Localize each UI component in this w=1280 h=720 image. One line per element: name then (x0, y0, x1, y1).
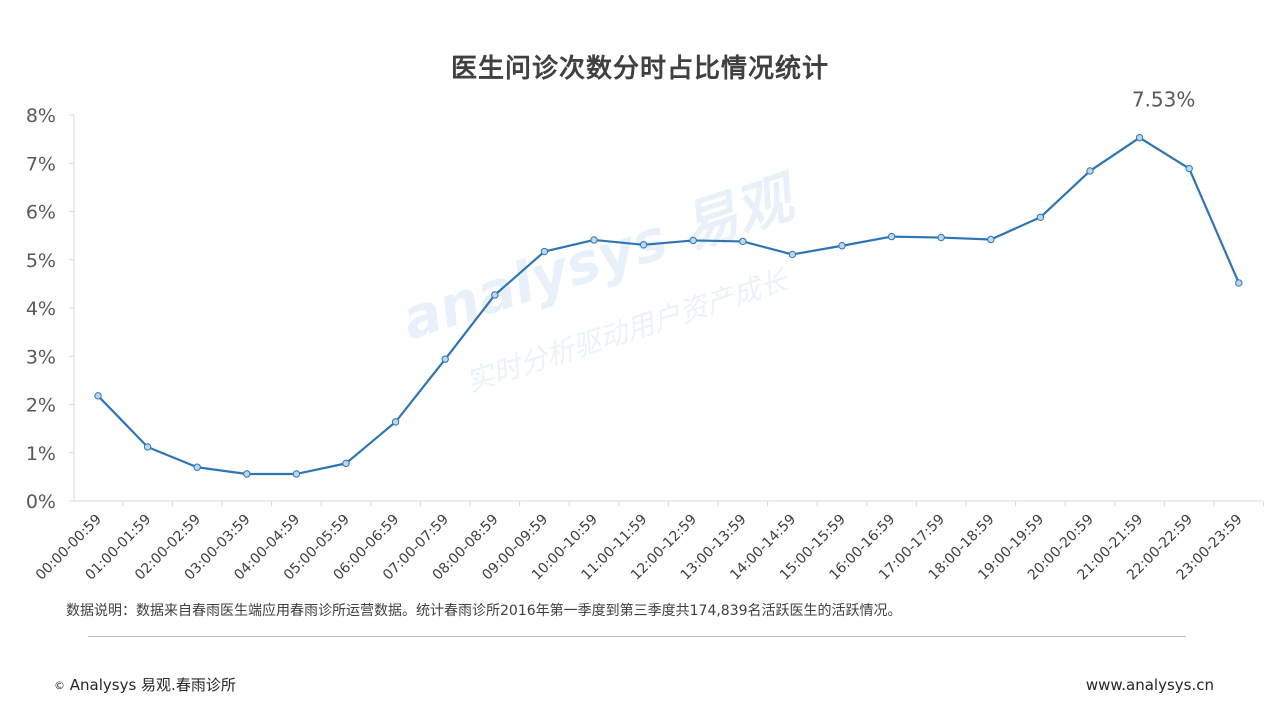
chart-title: 医生问诊次数分时占比情况统计 (450, 54, 829, 84)
data-point (143, 443, 152, 451)
watermark: analysys 易观 实时分析驱动用户资产成长 (394, 164, 807, 399)
data-point (689, 236, 697, 245)
data-point (342, 459, 350, 468)
line-chart: analysys 易观 实时分析驱动用户资产成长 0% 1% 2% 3% 4% 5% 6% 7… (26, 88, 1265, 583)
data-point (1086, 167, 1094, 175)
data-point (1235, 279, 1243, 287)
peak-data-label: 7.53% (1132, 88, 1196, 112)
data-point (441, 355, 449, 363)
data-point (292, 470, 301, 478)
footer-brand-text: Analysys 易观.春雨诊所 (69, 676, 236, 694)
data-point (94, 392, 102, 400)
data-point (590, 236, 598, 244)
data-point (1135, 133, 1144, 142)
series-line (97, 136, 1240, 476)
data-point (391, 418, 400, 426)
data-point (739, 237, 747, 246)
y-tick-label: 0% (26, 491, 56, 513)
data-note: 数据说明：数据来自春雨医生端应用春雨诊所运营数据。统计春雨诊所2016年第一季度… (66, 603, 902, 619)
y-tick-label: 6% (26, 202, 56, 224)
y-tick-label: 4% (26, 298, 56, 320)
data-point (1185, 164, 1193, 173)
footer-brand: © Analysys 易观.春雨诊所 (54, 674, 236, 695)
y-tick-label: 7% (26, 153, 56, 175)
data-point (788, 250, 797, 259)
y-tick-label: 2% (26, 395, 56, 417)
y-tick-label: 1% (26, 443, 56, 465)
data-point (987, 235, 995, 244)
copyright-symbol: © (54, 679, 65, 692)
y-tick-label: 3% (26, 346, 56, 368)
y-tick-label: 5% (26, 250, 56, 272)
data-point (540, 247, 549, 256)
data-point (243, 470, 251, 478)
data-point (887, 232, 896, 241)
footer-url: www.analysys.cn (1085, 676, 1214, 694)
data-point (491, 291, 499, 299)
footer-divider (88, 636, 1186, 637)
data-point (937, 233, 945, 242)
data-point (1036, 213, 1045, 221)
data-point (838, 242, 846, 250)
y-tick-label: 8% (26, 105, 56, 127)
data-point (639, 241, 648, 249)
data-point (193, 463, 201, 471)
